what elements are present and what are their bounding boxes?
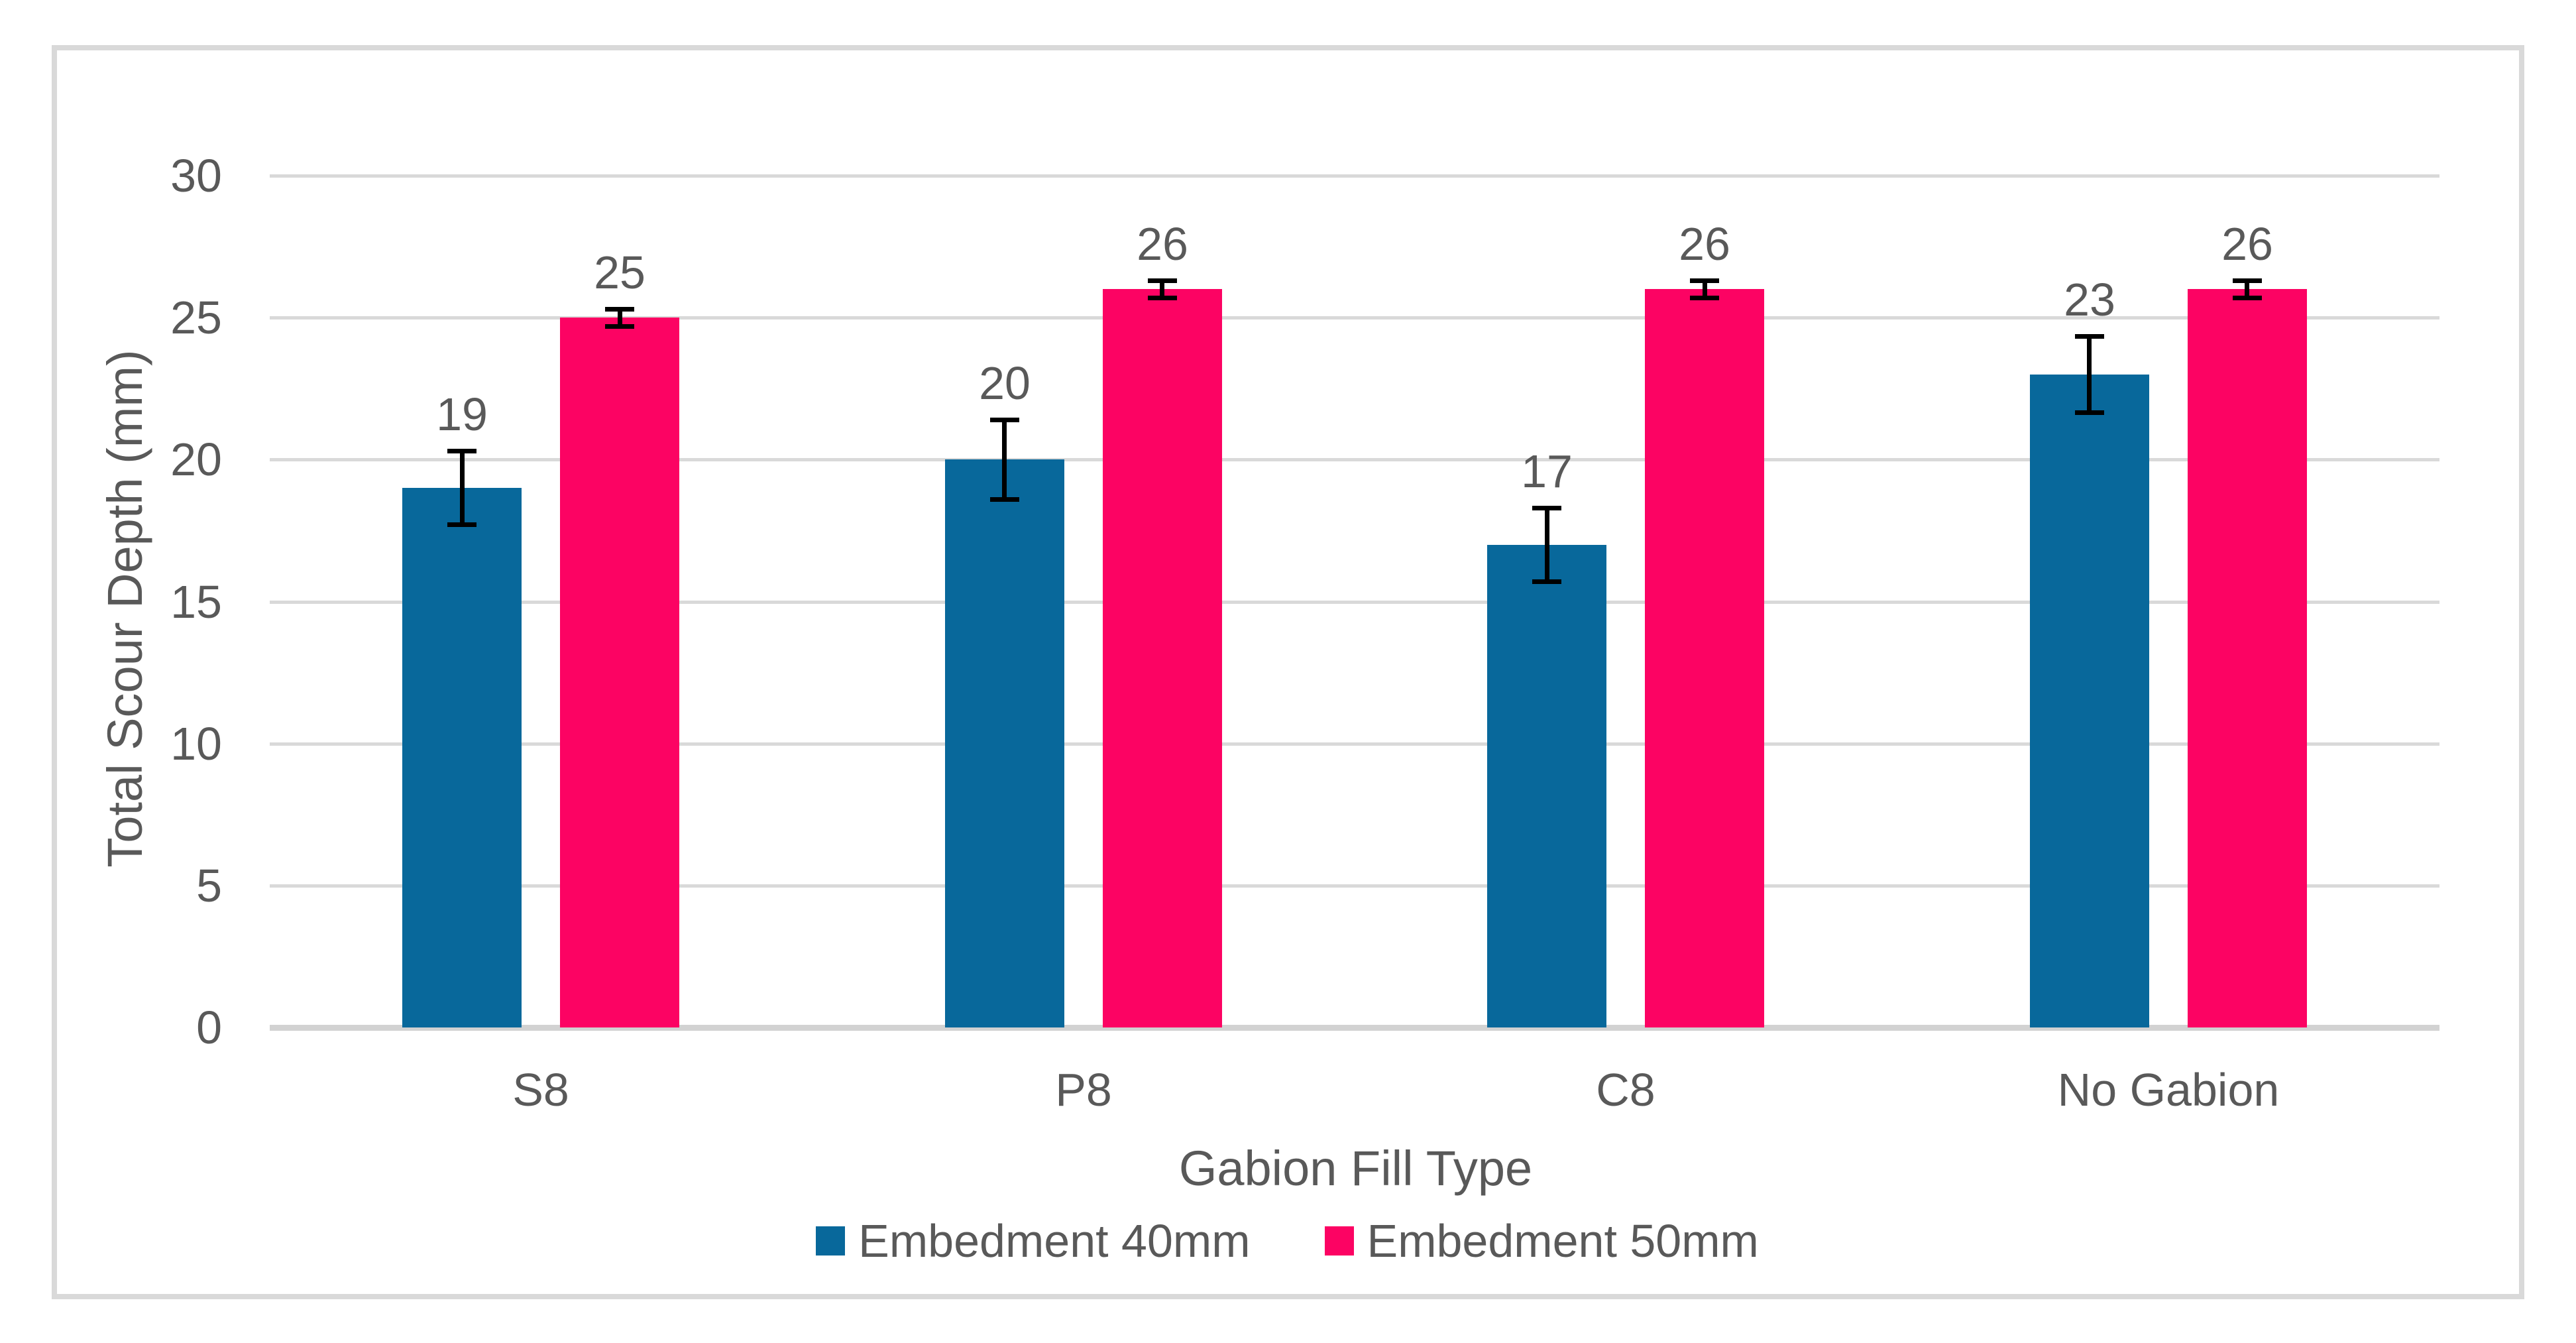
error-bar-cap-bottom — [2233, 296, 2262, 300]
error-bar-cap-bottom — [1532, 579, 1561, 584]
bar-embedment-50mm-p8 — [1103, 289, 1222, 1027]
x-category-label-p8: P8 — [1055, 1064, 1112, 1116]
gridline-30 — [270, 174, 2439, 178]
bar-embedment-50mm-c8 — [1645, 289, 1764, 1027]
error-bar-cap-bottom — [1690, 296, 1719, 300]
gridline-25 — [270, 316, 2439, 320]
error-bar-line — [2245, 280, 2249, 298]
gridline-10 — [270, 742, 2439, 746]
bar-embedment-40mm-p8 — [945, 459, 1064, 1027]
y-tick-label-0: 0 — [196, 1002, 222, 1053]
bar-embedment-40mm-c8 — [1487, 545, 1606, 1027]
legend-item-embedment-50mm: Embedment 50mm — [1324, 1214, 1759, 1267]
gridline-15 — [270, 601, 2439, 604]
error-bar-cap-top — [2075, 334, 2104, 339]
legend-label-embedment-50mm: Embedment 50mm — [1367, 1215, 1759, 1267]
legend-item-embedment-40mm: Embedment 40mm — [816, 1214, 1251, 1267]
bar-embedment-40mm-no-gabion — [2030, 375, 2149, 1027]
data-label-embedment-40mm-p8: 20 — [979, 357, 1031, 409]
legend-label-embedment-40mm: Embedment 40mm — [858, 1215, 1251, 1267]
error-bar-line — [1002, 420, 1007, 499]
x-axis-line — [270, 1025, 2439, 1031]
legend: Embedment 40mm Embedment 50mm — [52, 1208, 2523, 1274]
data-label-embedment-50mm-s8: 25 — [594, 247, 645, 298]
data-label-embedment-50mm-p8: 26 — [1137, 218, 1188, 270]
error-bar-line — [1703, 280, 1707, 298]
error-bar-line — [460, 451, 465, 524]
error-bar-line — [1160, 280, 1164, 298]
bar-embedment-40mm-s8 — [402, 488, 522, 1027]
error-bar-line — [2087, 336, 2092, 413]
error-bar-cap-top — [1148, 278, 1177, 283]
x-category-label-s8: S8 — [512, 1064, 569, 1116]
error-bar-cap-top — [1690, 278, 1719, 283]
data-label-embedment-40mm-no-gabion: 23 — [2064, 274, 2115, 325]
y-tick-label-5: 5 — [196, 860, 222, 911]
x-axis-title: Gabion Fill Type — [1178, 1141, 1533, 1196]
gridline-20 — [270, 458, 2439, 461]
data-label-embedment-40mm-c8: 17 — [1521, 445, 1573, 497]
data-label-embedment-40mm-s8: 19 — [436, 388, 488, 440]
data-label-embedment-50mm-no-gabion: 26 — [2221, 218, 2273, 270]
bar-embedment-50mm-s8 — [560, 318, 679, 1027]
error-bar-line — [618, 309, 622, 326]
error-bar-cap-top — [2233, 278, 2262, 283]
legend-swatch-pink — [1324, 1226, 1354, 1255]
error-bar-cap-top — [605, 307, 634, 312]
y-tick-label-20: 20 — [170, 434, 222, 485]
error-bar-line — [1545, 508, 1549, 581]
y-tick-label-10: 10 — [170, 718, 222, 770]
error-bar-cap-top — [447, 449, 476, 453]
y-tick-label-30: 30 — [170, 150, 222, 202]
legend-swatch-blue — [816, 1226, 846, 1255]
error-bar-cap-bottom — [447, 522, 476, 527]
bar-embedment-50mm-no-gabion — [2188, 289, 2307, 1027]
error-bar-cap-bottom — [2075, 410, 2104, 415]
data-label-embedment-50mm-c8: 26 — [1679, 218, 1730, 270]
x-category-label-no-gabion: No Gabion — [2057, 1064, 2280, 1116]
error-bar-cap-bottom — [605, 324, 634, 329]
error-bar-cap-bottom — [990, 497, 1019, 502]
x-category-label-c8: C8 — [1596, 1064, 1655, 1116]
y-tick-label-25: 25 — [170, 292, 222, 343]
y-tick-label-15: 15 — [170, 576, 222, 628]
error-bar-cap-top — [990, 418, 1019, 422]
gridline-5 — [270, 884, 2439, 888]
error-bar-cap-bottom — [1148, 296, 1177, 300]
error-bar-cap-top — [1532, 506, 1561, 510]
